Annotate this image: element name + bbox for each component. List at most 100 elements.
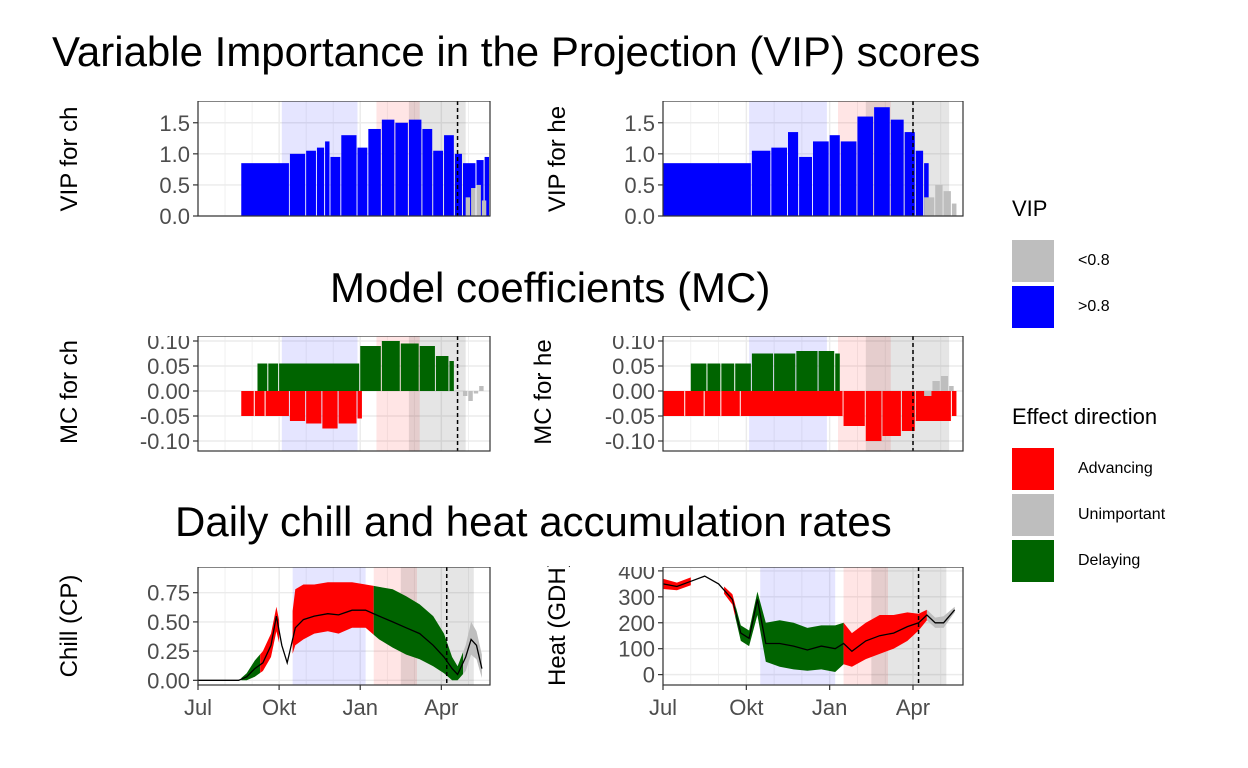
panel-border	[197, 336, 491, 452]
bar	[422, 128, 433, 216]
legend-label-low-vip: <0.8	[1078, 252, 1110, 269]
bar	[395, 122, 408, 216]
bar	[857, 116, 874, 216]
y-tick-label: -0.05	[605, 404, 655, 429]
mean-line	[662, 575, 956, 653]
bar	[265, 391, 289, 416]
chart-rate_chill: 0.00 0.25 0.50 0.75 Jul Okt Jan Apr	[147, 567, 491, 720]
y-tick-label: 1.0	[159, 142, 190, 167]
bar	[735, 363, 751, 391]
bar	[381, 341, 400, 391]
bar	[484, 156, 489, 216]
ribbon-segment-0	[663, 577, 691, 591]
bar	[289, 391, 306, 421]
bar	[704, 391, 721, 416]
y-tick-label: 200	[618, 611, 655, 636]
bar	[368, 128, 381, 216]
panel-border	[662, 567, 964, 686]
legend-item-advancing: Advancing	[1012, 446, 1165, 492]
bar	[818, 351, 835, 391]
y-axis-label-vip_heat: VIP for he	[544, 105, 571, 213]
bar	[751, 353, 774, 391]
bar	[874, 107, 890, 216]
legend-label-delaying: Delaying	[1078, 552, 1141, 569]
bar	[813, 141, 829, 216]
bar	[306, 391, 322, 424]
y-tick-label: 0.00	[147, 668, 190, 693]
bar	[433, 150, 444, 216]
series-08	[924, 184, 957, 216]
bar	[685, 391, 704, 416]
bar	[444, 135, 454, 216]
bar	[915, 150, 924, 216]
bar	[479, 386, 484, 391]
bar	[341, 135, 357, 216]
bar	[465, 197, 471, 216]
bar	[435, 356, 449, 391]
ribbon-segment-4	[463, 621, 482, 678]
bar	[268, 363, 279, 391]
bar	[663, 391, 685, 416]
y-axis-label-mc_chill: MC for ch	[56, 340, 83, 445]
y-tick-label: 0.25	[147, 639, 190, 664]
ribbon-segment-0	[241, 654, 261, 681]
bar	[904, 132, 915, 216]
bar	[306, 150, 316, 216]
panel-border	[662, 336, 964, 452]
effect-legend-title: Effect direction	[1012, 404, 1158, 429]
bar	[788, 132, 799, 216]
bar	[663, 163, 751, 216]
bar	[449, 361, 454, 391]
legend-key-delaying	[1012, 540, 1054, 582]
bar	[774, 353, 796, 391]
legend-item-high-vip: >0.8	[1012, 284, 1110, 330]
y-tick-label: 400	[618, 567, 655, 584]
legend-item-unimportant: Unimportant	[1012, 492, 1165, 538]
y-axis-label-mc_heat: MC for he	[530, 339, 557, 445]
bar	[357, 147, 368, 216]
bar	[799, 156, 812, 216]
bar	[915, 391, 951, 421]
bar	[408, 119, 422, 216]
bar	[707, 363, 721, 391]
series-advancing	[241, 391, 362, 429]
series-08	[465, 184, 487, 216]
bar	[890, 119, 904, 216]
rates-row-title: Daily chill and heat accumulation rates	[175, 498, 892, 545]
bar	[796, 351, 818, 391]
x-tick-label: Apr	[424, 695, 458, 720]
legend-key-unimportant	[1012, 494, 1054, 536]
y-tick-label: 0.05	[147, 354, 190, 379]
chart-mc_chill: -0.10-0.050.000.050.10	[140, 336, 491, 454]
bar	[843, 391, 865, 426]
y-tick-label: 0.05	[612, 354, 655, 379]
bar	[865, 391, 882, 441]
x-tick-label: Okt	[729, 695, 763, 720]
bar	[289, 153, 306, 216]
y-axis-label-vip_chill: VIP for ch	[56, 106, 83, 212]
bar	[935, 184, 943, 216]
bar	[924, 163, 929, 216]
ribbon-segment-2	[735, 591, 844, 672]
bar	[381, 119, 395, 216]
mc-row-title: Model coefficients (MC)	[330, 264, 771, 311]
y-tick-label: 0.10	[612, 336, 655, 354]
bar	[241, 163, 289, 216]
bar	[932, 381, 940, 391]
ribbon-segment-3	[843, 609, 927, 667]
series-delaying	[257, 341, 454, 391]
bar	[257, 363, 268, 391]
bar	[481, 200, 487, 216]
bar	[473, 391, 479, 394]
chart-mc_heat: -0.10-0.050.000.050.10	[605, 336, 964, 454]
y-tick-label: 300	[618, 585, 655, 610]
y-tick-label: 0.00	[147, 379, 190, 404]
bar	[471, 188, 476, 216]
y-tick-label: 0.0	[624, 204, 655, 229]
bar	[740, 391, 843, 416]
ribbon-segment-2	[292, 582, 374, 654]
bar	[721, 391, 740, 416]
y-axis-label-rate_chill: Chill (CP)	[56, 574, 83, 678]
y-tick-label: 0.50	[147, 610, 190, 635]
bar	[279, 363, 360, 391]
